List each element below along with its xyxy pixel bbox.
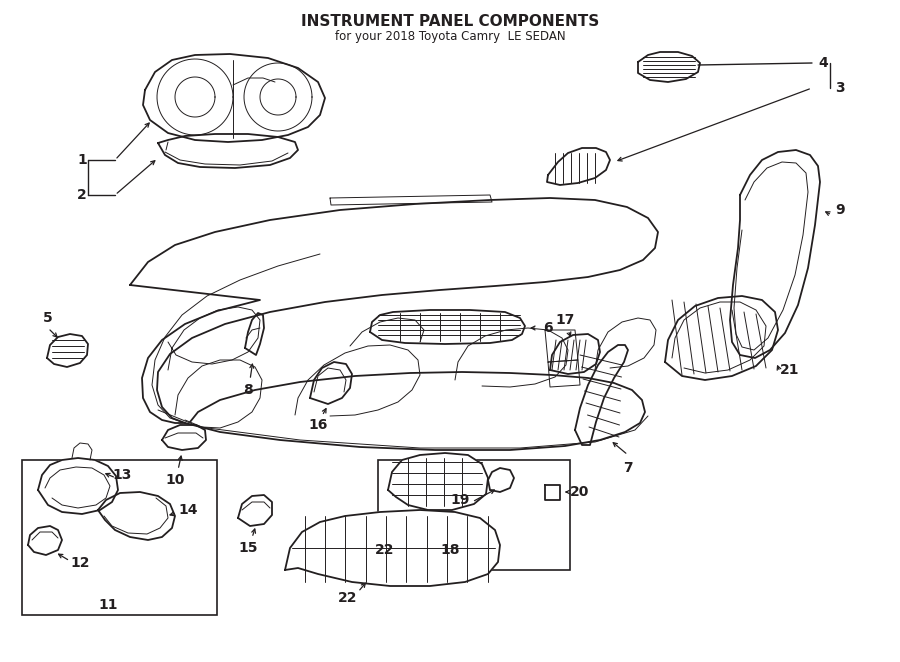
- Text: 17: 17: [555, 313, 575, 327]
- Text: 10: 10: [166, 473, 184, 487]
- Polygon shape: [545, 330, 578, 362]
- Text: 19: 19: [450, 493, 470, 507]
- Text: 14: 14: [178, 503, 198, 517]
- Polygon shape: [545, 485, 560, 500]
- Polygon shape: [158, 134, 298, 168]
- Polygon shape: [488, 468, 514, 492]
- Text: 16: 16: [309, 418, 328, 432]
- Bar: [22, 460, 217, 615]
- Polygon shape: [665, 296, 778, 380]
- Polygon shape: [548, 360, 580, 387]
- Polygon shape: [575, 345, 628, 445]
- Text: 18: 18: [440, 543, 460, 557]
- Text: 9: 9: [835, 203, 845, 217]
- Text: 5: 5: [43, 311, 53, 325]
- Polygon shape: [238, 495, 272, 526]
- Bar: [378, 460, 570, 570]
- Polygon shape: [388, 453, 488, 510]
- Text: 22: 22: [338, 591, 358, 605]
- Polygon shape: [285, 510, 500, 586]
- Text: 3: 3: [835, 81, 845, 95]
- Polygon shape: [28, 526, 62, 555]
- Polygon shape: [638, 52, 700, 82]
- Polygon shape: [245, 313, 264, 355]
- Text: 12: 12: [70, 556, 90, 570]
- Polygon shape: [38, 458, 118, 514]
- Polygon shape: [370, 310, 525, 344]
- Polygon shape: [98, 492, 175, 540]
- Polygon shape: [310, 362, 352, 404]
- Polygon shape: [47, 334, 88, 367]
- Text: 15: 15: [238, 541, 257, 555]
- Text: 21: 21: [780, 363, 800, 377]
- Polygon shape: [130, 198, 658, 423]
- Text: 8: 8: [243, 383, 253, 397]
- Polygon shape: [547, 148, 610, 185]
- Polygon shape: [730, 150, 820, 358]
- Text: 2: 2: [77, 188, 87, 202]
- Polygon shape: [162, 425, 206, 450]
- Text: 4: 4: [818, 56, 828, 70]
- Polygon shape: [330, 195, 492, 205]
- Text: for your 2018 Toyota Camry  LE SEDAN: for your 2018 Toyota Camry LE SEDAN: [335, 30, 565, 43]
- Polygon shape: [550, 334, 600, 374]
- Text: INSTRUMENT PANEL COMPONENTS: INSTRUMENT PANEL COMPONENTS: [301, 14, 599, 29]
- Text: 11: 11: [98, 598, 118, 612]
- Text: 13: 13: [112, 468, 131, 482]
- Text: 1: 1: [77, 153, 87, 167]
- Polygon shape: [143, 54, 325, 142]
- Text: 7: 7: [623, 461, 633, 475]
- Text: 22: 22: [375, 543, 395, 557]
- Text: 20: 20: [571, 485, 590, 499]
- Text: 6: 6: [544, 321, 553, 335]
